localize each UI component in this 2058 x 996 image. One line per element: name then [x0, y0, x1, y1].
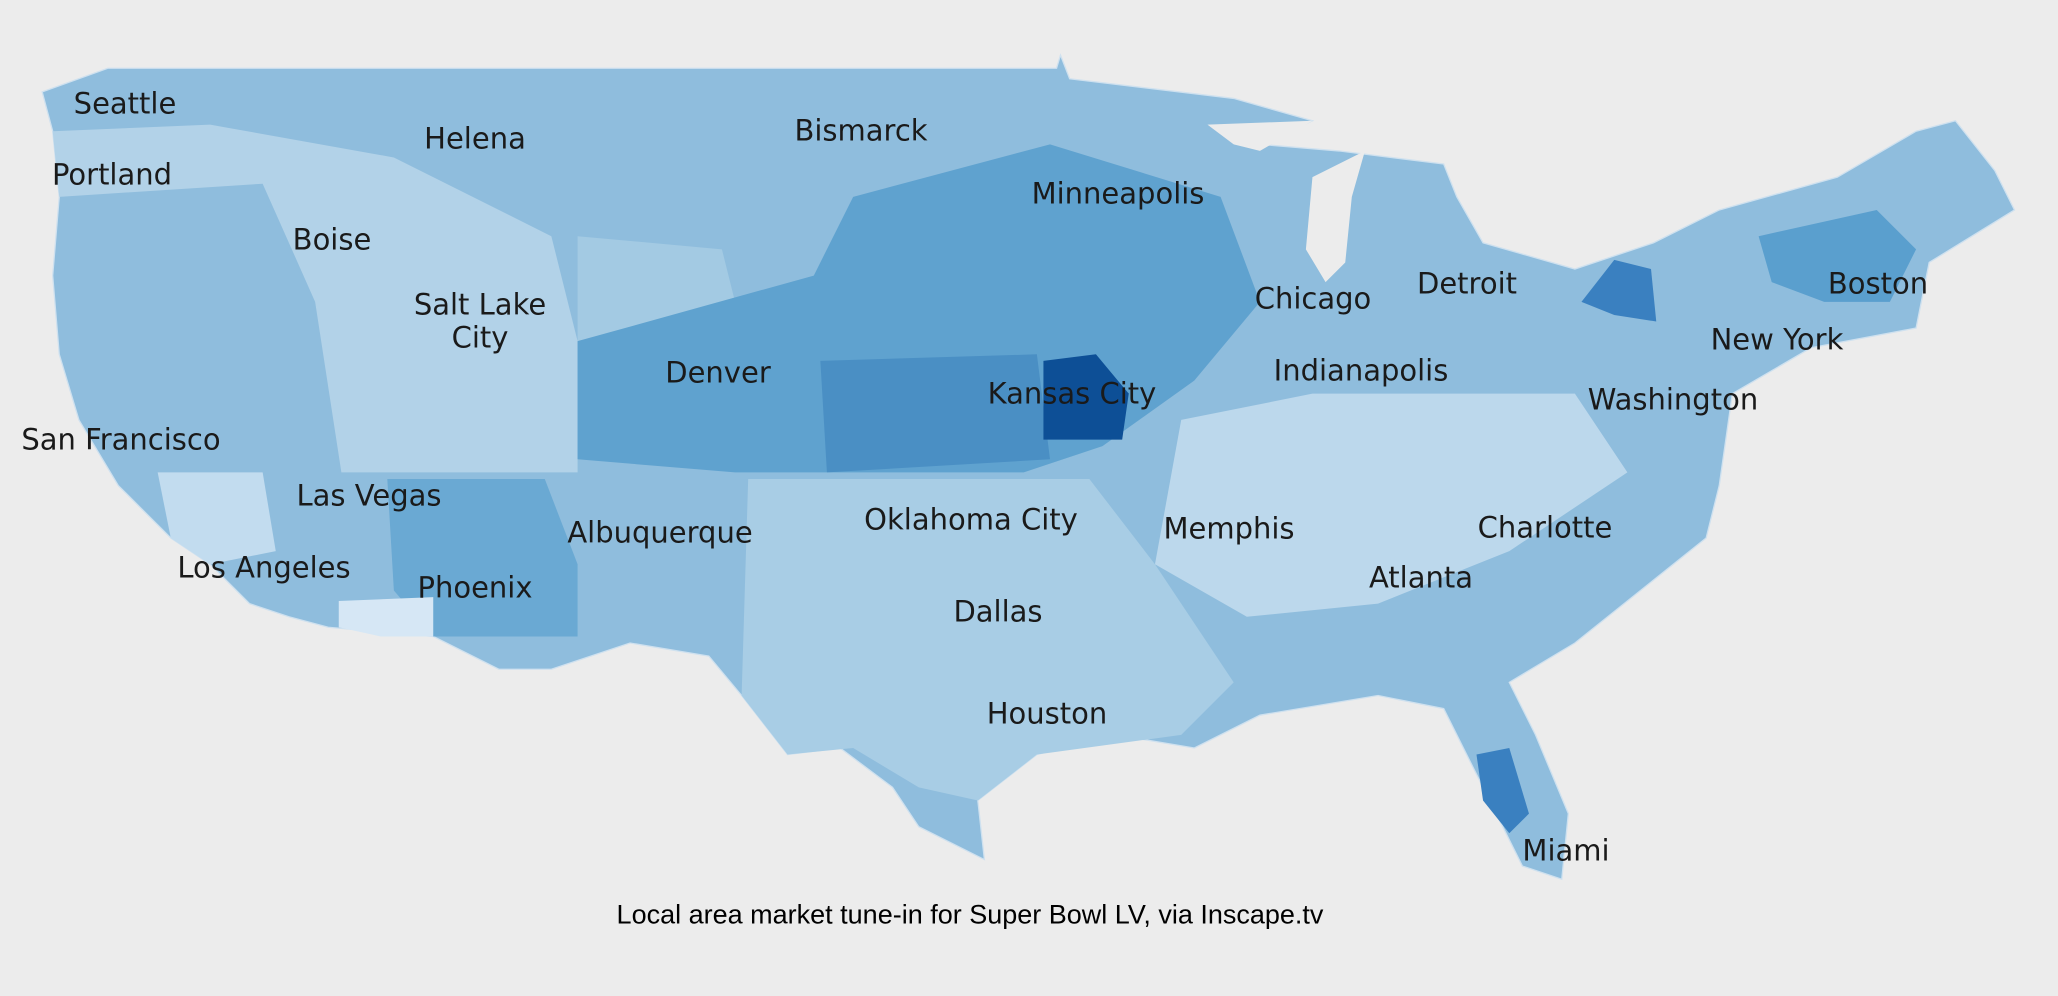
city-label: Oklahoma City — [864, 502, 1078, 537]
region — [157, 472, 276, 565]
city-label: Memphis — [1163, 511, 1295, 546]
city-label: Charlotte — [1477, 510, 1613, 545]
city-label: Bismarck — [794, 113, 928, 148]
region — [1476, 747, 1529, 834]
city-label: Albuquerque — [567, 515, 753, 550]
region — [741, 478, 1234, 801]
city-label: Houston — [986, 696, 1108, 731]
city-label: Detroit — [1417, 266, 1517, 301]
city-label: Salt Lake City — [413, 287, 547, 355]
region — [387, 478, 578, 637]
city-label: Helena — [424, 121, 526, 156]
region — [52, 124, 578, 473]
lake-superior — [1207, 120, 1313, 151]
city-label: Minneapolis — [1031, 176, 1205, 211]
city-label: Chicago — [1254, 281, 1372, 316]
city-label: New York — [1710, 322, 1844, 357]
city-label: Washington — [1587, 382, 1759, 417]
city-label: Atlanta — [1368, 560, 1474, 595]
lake-michigan — [1305, 150, 1365, 283]
region — [1154, 393, 1628, 617]
region — [338, 597, 434, 637]
city-label: Los Angeles — [177, 550, 351, 585]
city-label: Dallas — [953, 594, 1043, 629]
city-label: Indianapolis — [1273, 353, 1449, 388]
caption: Local area market tune-in for Super Bowl… — [616, 899, 1324, 930]
city-label: Phoenix — [417, 570, 533, 605]
region — [1043, 354, 1129, 440]
region — [820, 354, 1050, 473]
city-label: Kansas City — [987, 376, 1157, 411]
region — [577, 236, 736, 342]
city-label: San Francisco — [21, 422, 221, 457]
city-label: Portland — [51, 157, 173, 192]
city-label: Denver — [665, 355, 771, 390]
city-label: Seattle — [73, 86, 177, 121]
city-label: Boise — [292, 222, 372, 257]
region — [1758, 209, 1917, 302]
region — [1581, 259, 1657, 322]
city-label: Boston — [1827, 266, 1929, 301]
city-label: Las Vegas — [296, 478, 442, 513]
city-label: Miami — [1522, 833, 1610, 868]
